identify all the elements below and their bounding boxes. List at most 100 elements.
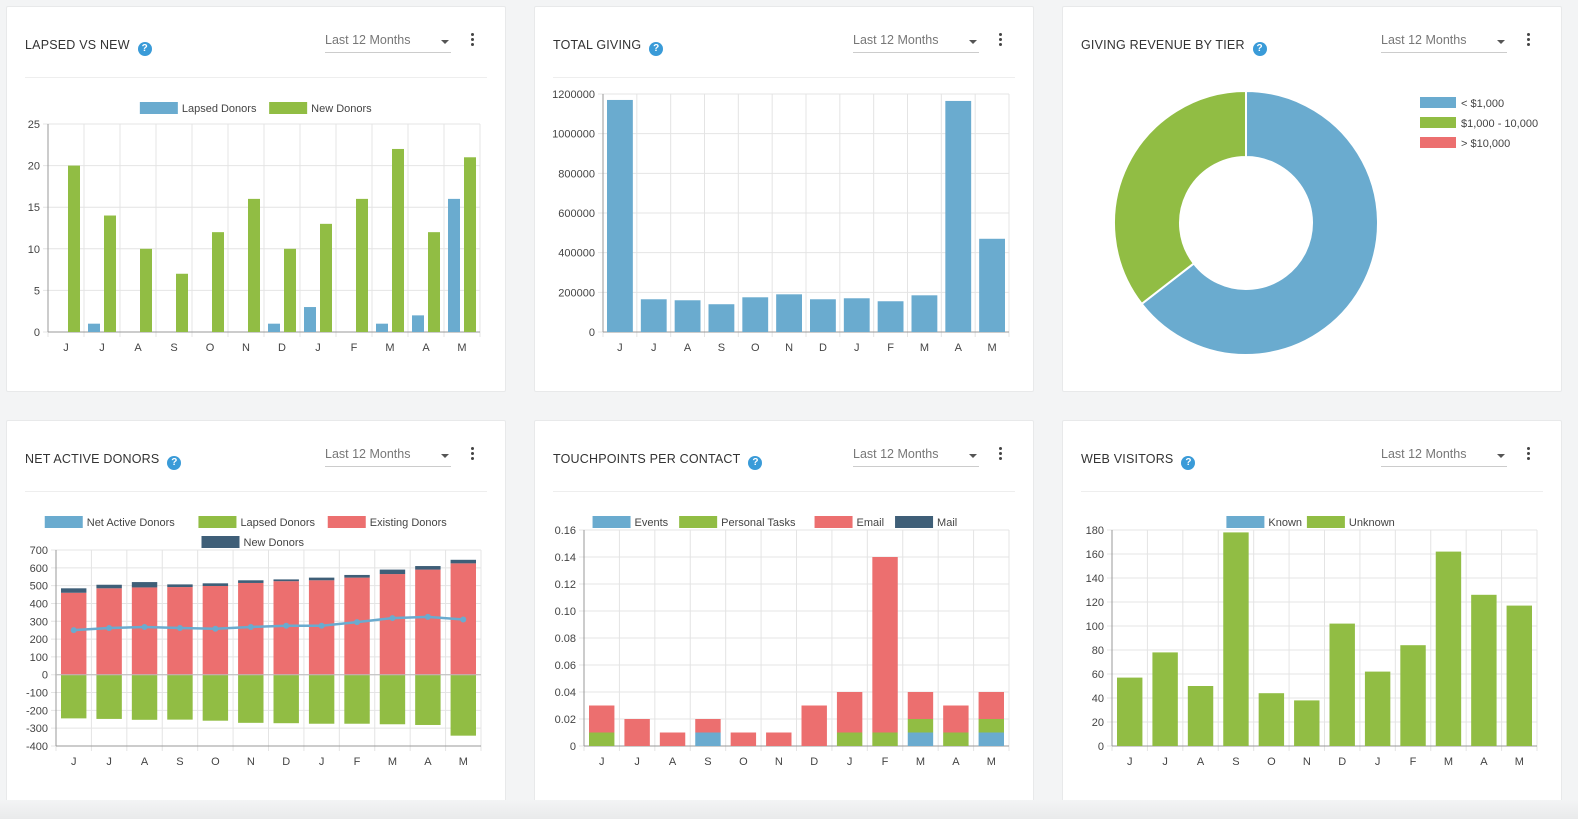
help-icon[interactable]: ? bbox=[649, 42, 664, 56]
y-tick-label: -200 bbox=[26, 705, 48, 717]
x-tick-label: S bbox=[718, 342, 725, 354]
bar-personal-tasks bbox=[836, 732, 863, 746]
card-header: WEB VISITORS? Last 12 Months bbox=[1063, 421, 1561, 491]
more-options-icon[interactable] bbox=[995, 445, 1005, 465]
bar-new-donors bbox=[308, 577, 335, 581]
more-options-icon[interactable] bbox=[1523, 31, 1533, 51]
x-tick-label: S bbox=[170, 342, 177, 354]
bar-existing-donors bbox=[379, 574, 406, 675]
x-tick-label: D bbox=[282, 756, 290, 768]
bar-total-giving bbox=[843, 298, 870, 332]
y-tick-label: 200 bbox=[30, 634, 48, 646]
x-tick-label: M bbox=[457, 342, 466, 354]
x-tick-label: D bbox=[819, 342, 827, 354]
x-tick-label: S bbox=[176, 756, 183, 768]
bar-existing-donors bbox=[96, 588, 122, 675]
more-options-icon[interactable] bbox=[467, 31, 477, 51]
legend-swatch bbox=[44, 516, 83, 528]
more-options-icon[interactable] bbox=[1523, 445, 1533, 465]
bar-new-donors bbox=[415, 566, 441, 570]
x-tick-label: M bbox=[987, 342, 996, 354]
x-tick-label: A bbox=[424, 756, 432, 768]
web-visitors-chart: Known Unknown 0 20 40 60 80 100 120 140 160 180 J J A S… bbox=[1086, 516, 1538, 768]
card-title: WEB VISITORS? bbox=[1081, 452, 1196, 470]
y-tick-label: 25 bbox=[28, 119, 40, 131]
caret-down-icon bbox=[1497, 40, 1505, 44]
period-dropdown-value: Last 12 Months bbox=[325, 33, 411, 47]
x-tick-label: O bbox=[211, 756, 220, 768]
web-visitors-card: WEB VISITORS? Last 12 Months Known Unknow… bbox=[1062, 420, 1562, 806]
legend-swatch bbox=[895, 516, 934, 528]
x-tick-label: M bbox=[1444, 756, 1453, 768]
point-net-active-donors bbox=[106, 625, 113, 632]
help-icon[interactable]: ? bbox=[1181, 456, 1196, 470]
bar-email bbox=[730, 732, 757, 746]
period-dropdown[interactable]: Last 12 Months bbox=[853, 441, 979, 467]
legend-label: Net Active Donors bbox=[87, 517, 176, 529]
bar-lapsed-donors bbox=[61, 674, 87, 719]
help-icon[interactable]: ? bbox=[748, 456, 763, 470]
bar-new-donors bbox=[131, 582, 158, 588]
y-tick-label: 800000 bbox=[558, 168, 595, 180]
bar-lapsed-donors bbox=[379, 674, 406, 725]
x-tick-label: D bbox=[278, 342, 286, 354]
legend-swatch bbox=[679, 516, 718, 528]
x-tick-label: J bbox=[99, 342, 105, 354]
bar-total-giving bbox=[877, 301, 904, 332]
period-dropdown[interactable]: Last 12 Months bbox=[325, 27, 451, 53]
bar-lapsed-donors bbox=[415, 674, 441, 725]
period-dropdown[interactable]: Last 12 Months bbox=[853, 27, 979, 53]
period-dropdown[interactable]: Last 12 Months bbox=[325, 441, 451, 467]
point-net-active-donors bbox=[141, 623, 148, 630]
bar-new-donors bbox=[96, 584, 122, 589]
bar-new-donors bbox=[212, 232, 224, 332]
bar-existing-donors bbox=[344, 577, 370, 675]
touchpoints-per-contact-card: TOUCHPOINTS PER CONTACT? Last 12 Months … bbox=[534, 420, 1034, 806]
bar-lapsed-donors bbox=[202, 674, 229, 721]
more-options-icon[interactable] bbox=[995, 31, 1005, 51]
bar-new-donors bbox=[167, 584, 193, 588]
period-dropdown-value: Last 12 Months bbox=[1381, 447, 1467, 461]
y-tick-label: 1000000 bbox=[552, 129, 595, 141]
bar-total-giving bbox=[945, 100, 972, 332]
x-tick-label: S bbox=[1232, 756, 1239, 768]
lapsed-vs-new-chart: Lapsed Donors New Donors 0 5 10 15 20 25 J J A S O N D… bbox=[28, 102, 481, 354]
bar-existing-donors bbox=[131, 587, 158, 675]
period-dropdown-value: Last 12 Months bbox=[1381, 33, 1467, 47]
y-tick-label: 80 bbox=[1092, 645, 1104, 657]
card-header: GIVING REVENUE BY TIER? Last 12 Months bbox=[1063, 7, 1561, 77]
y-tick-label: 100 bbox=[30, 652, 48, 664]
card-title: GIVING REVENUE BY TIER? bbox=[1081, 38, 1267, 56]
x-tick-label: F bbox=[354, 756, 361, 768]
help-icon[interactable]: ? bbox=[167, 456, 182, 470]
bar-new-donors bbox=[284, 248, 296, 332]
x-tick-label: M bbox=[459, 756, 468, 768]
legend-label: Lapsed Donors bbox=[240, 517, 315, 529]
bar-email bbox=[589, 705, 615, 733]
help-icon[interactable]: ? bbox=[1252, 42, 1267, 56]
legend-label: Mail bbox=[937, 517, 957, 529]
period-dropdown[interactable]: Last 12 Months bbox=[1381, 27, 1507, 53]
bar-events bbox=[695, 732, 721, 746]
bar-new-donors bbox=[104, 215, 116, 332]
x-tick-label: A bbox=[669, 756, 677, 768]
x-tick-label: N bbox=[775, 756, 783, 768]
caret-down-icon bbox=[969, 40, 977, 44]
x-tick-label: J bbox=[63, 342, 69, 354]
bar-email bbox=[624, 719, 650, 746]
x-tick-label: N bbox=[785, 342, 793, 354]
line-net-active-donors bbox=[73, 615, 464, 632]
x-tick-label: J bbox=[106, 756, 112, 768]
bar-total-giving bbox=[708, 304, 735, 332]
period-dropdown-value: Last 12 Months bbox=[853, 33, 939, 47]
bar-lapsed-donors bbox=[412, 315, 424, 332]
bar-lapsed-donors bbox=[131, 674, 158, 720]
bar-new-donors bbox=[176, 273, 188, 332]
more-options-icon[interactable] bbox=[467, 445, 477, 465]
period-dropdown[interactable]: Last 12 Months bbox=[1381, 441, 1507, 467]
bar-new-donors bbox=[320, 223, 332, 332]
y-tick-label: 100 bbox=[1086, 621, 1104, 633]
giving-revenue-by-tier-card: GIVING REVENUE BY TIER? Last 12 Months <… bbox=[1062, 6, 1562, 392]
legend-swatch bbox=[814, 516, 853, 528]
help-icon[interactable]: ? bbox=[137, 42, 152, 56]
